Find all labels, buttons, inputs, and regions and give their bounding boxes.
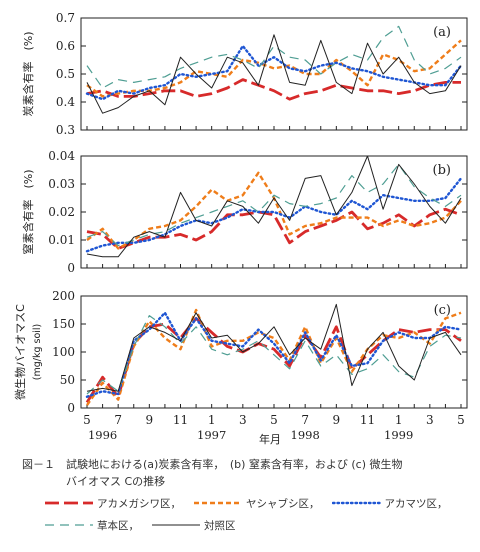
- y-tick-label: 0.02: [48, 205, 75, 219]
- legend-swatch-s3: [331, 501, 382, 505]
- x-tick-label: 3: [239, 413, 247, 427]
- legend-swatch-s4: [45, 524, 93, 526]
- legend-item-s5: 対照区: [151, 518, 236, 533]
- series-line-2: [85, 311, 463, 398]
- x-tick-label: 7: [301, 413, 309, 427]
- panel-2: 0 50 100 150 200 (c) 微生物バイオマスC (mg/kg soil): [13, 289, 468, 415]
- legend-item-s3: アカマツ区，: [331, 496, 448, 511]
- y-tick-label: 0.4: [56, 95, 75, 109]
- y-tick-label: 0.7: [56, 11, 75, 25]
- panel-label: (a): [433, 25, 451, 40]
- y-axis-label: 微生物バイオマスC: [13, 304, 27, 400]
- legend-sep-s4: ，: [128, 519, 140, 532]
- legend-item-s2: ヤシャブシ区，: [193, 496, 320, 511]
- x-axis-label: 年月: [259, 432, 281, 446]
- legend-label-s5: 対照区: [204, 519, 236, 532]
- legend: アカメガシワ区， ヤシャブシ区， アカマツ区， 草本区， 対照区: [44, 492, 474, 536]
- legend-sep-s3: ，: [437, 497, 448, 510]
- series-line-4: [86, 303, 462, 392]
- legend-sep-s1: ，: [170, 497, 182, 510]
- caption-line-1: 図－１ 試験地における(a)炭素含有率， (b) 窒素含有率，および (c) 微…: [22, 458, 403, 471]
- y-tick-label: 0: [67, 401, 75, 415]
- series-line-4: [86, 34, 462, 114]
- legend-swatch-s2: [194, 501, 242, 505]
- series-line-3: [86, 25, 462, 89]
- legend-row-1: アカメガシワ区， ヤシャブシ区， アカマツ区，: [44, 492, 474, 514]
- legend-label-s4: 草本区: [97, 519, 129, 532]
- x-year-label: 1996: [88, 428, 117, 442]
- series-line-1: [86, 308, 462, 406]
- figure-caption: 図－１ 試験地における(a)炭素含有率， (b) 窒素含有率，および (c) 微…: [22, 456, 403, 490]
- series-line-3: [86, 315, 462, 395]
- panel-label: (c): [434, 303, 451, 318]
- x-tick-label: 1: [208, 413, 216, 427]
- y-tick-label: 0.03: [48, 177, 75, 191]
- series-line-1: [86, 39, 462, 98]
- y-tick-label: 0: [67, 261, 75, 275]
- y-tick-label: 200: [52, 289, 75, 303]
- series-line-3: [86, 163, 462, 247]
- panel-1: 0 0.01 0.02 0.03 0.04 (b) 窒素含有率 (%): [21, 149, 468, 275]
- legend-item-s1: アカメガシワ区，: [44, 496, 181, 511]
- series-line-2: [85, 44, 463, 101]
- y-tick-label: 150: [52, 317, 75, 331]
- y-axis-label-unit: (mg/kg soil): [32, 324, 43, 381]
- figure-svg: 0.3 0.4 0.5 0.6 0.7 (a) 炭素含有率 (%) 0 0.01 0.02 0.03…: [13, 11, 468, 446]
- plot-frame: [80, 295, 468, 409]
- series-line-0: [85, 316, 462, 404]
- legend-label-s3: アカマツ区: [384, 497, 438, 510]
- x-tick-label: 1: [395, 413, 403, 427]
- legend-item-s4: 草本区，: [44, 518, 139, 533]
- y-tick-label: 0.01: [48, 233, 75, 247]
- panel-label: (b): [433, 163, 451, 178]
- x-tick-label: 3: [426, 413, 434, 427]
- panel-0: 0.3 0.4 0.5 0.6 0.7 (a) 炭素含有率 (%): [21, 11, 468, 137]
- series-line-2: [85, 177, 463, 253]
- x-tick-label: 9: [333, 413, 341, 427]
- legend-swatch-s1: [45, 501, 93, 505]
- x-tick-label: 11: [360, 413, 375, 427]
- x-tick-label: 5: [270, 413, 278, 427]
- y-axis-label: 窒素含有率 (%): [21, 169, 35, 254]
- legend-label-s2: ヤシャブシ区: [246, 497, 309, 510]
- x-tick-label: 5: [83, 413, 91, 427]
- x-tick-label: 7: [114, 413, 122, 427]
- y-axis-label: 炭素含有率 (%): [21, 31, 35, 116]
- legend-row-2: 草本区， 対照区: [44, 514, 474, 536]
- legend-label-s1: アカメガシワ区: [97, 497, 171, 510]
- y-tick-label: 0.3: [56, 123, 75, 137]
- y-tick-label: 0.5: [56, 67, 75, 81]
- x-year-label: 1999: [384, 428, 413, 442]
- y-tick-label: 0.6: [56, 39, 75, 53]
- x-tick-label: 5: [457, 413, 465, 427]
- x-tick-label: 9: [146, 413, 154, 427]
- series-line-4: [86, 155, 462, 258]
- y-tick-label: 100: [52, 345, 75, 359]
- y-tick-label: 0.04: [48, 149, 75, 163]
- x-year-label: 1997: [197, 428, 226, 442]
- y-tick-label: 50: [60, 373, 75, 387]
- caption-line-2: バイオマス Cの推移: [66, 475, 166, 488]
- x-year-label: 1998: [291, 428, 320, 442]
- x-tick-label: 11: [173, 413, 188, 427]
- series-line-0: [86, 207, 462, 250]
- series-line-0: [86, 78, 461, 101]
- legend-swatch-s5: [152, 524, 200, 526]
- legend-sep-s2: ，: [309, 497, 320, 510]
